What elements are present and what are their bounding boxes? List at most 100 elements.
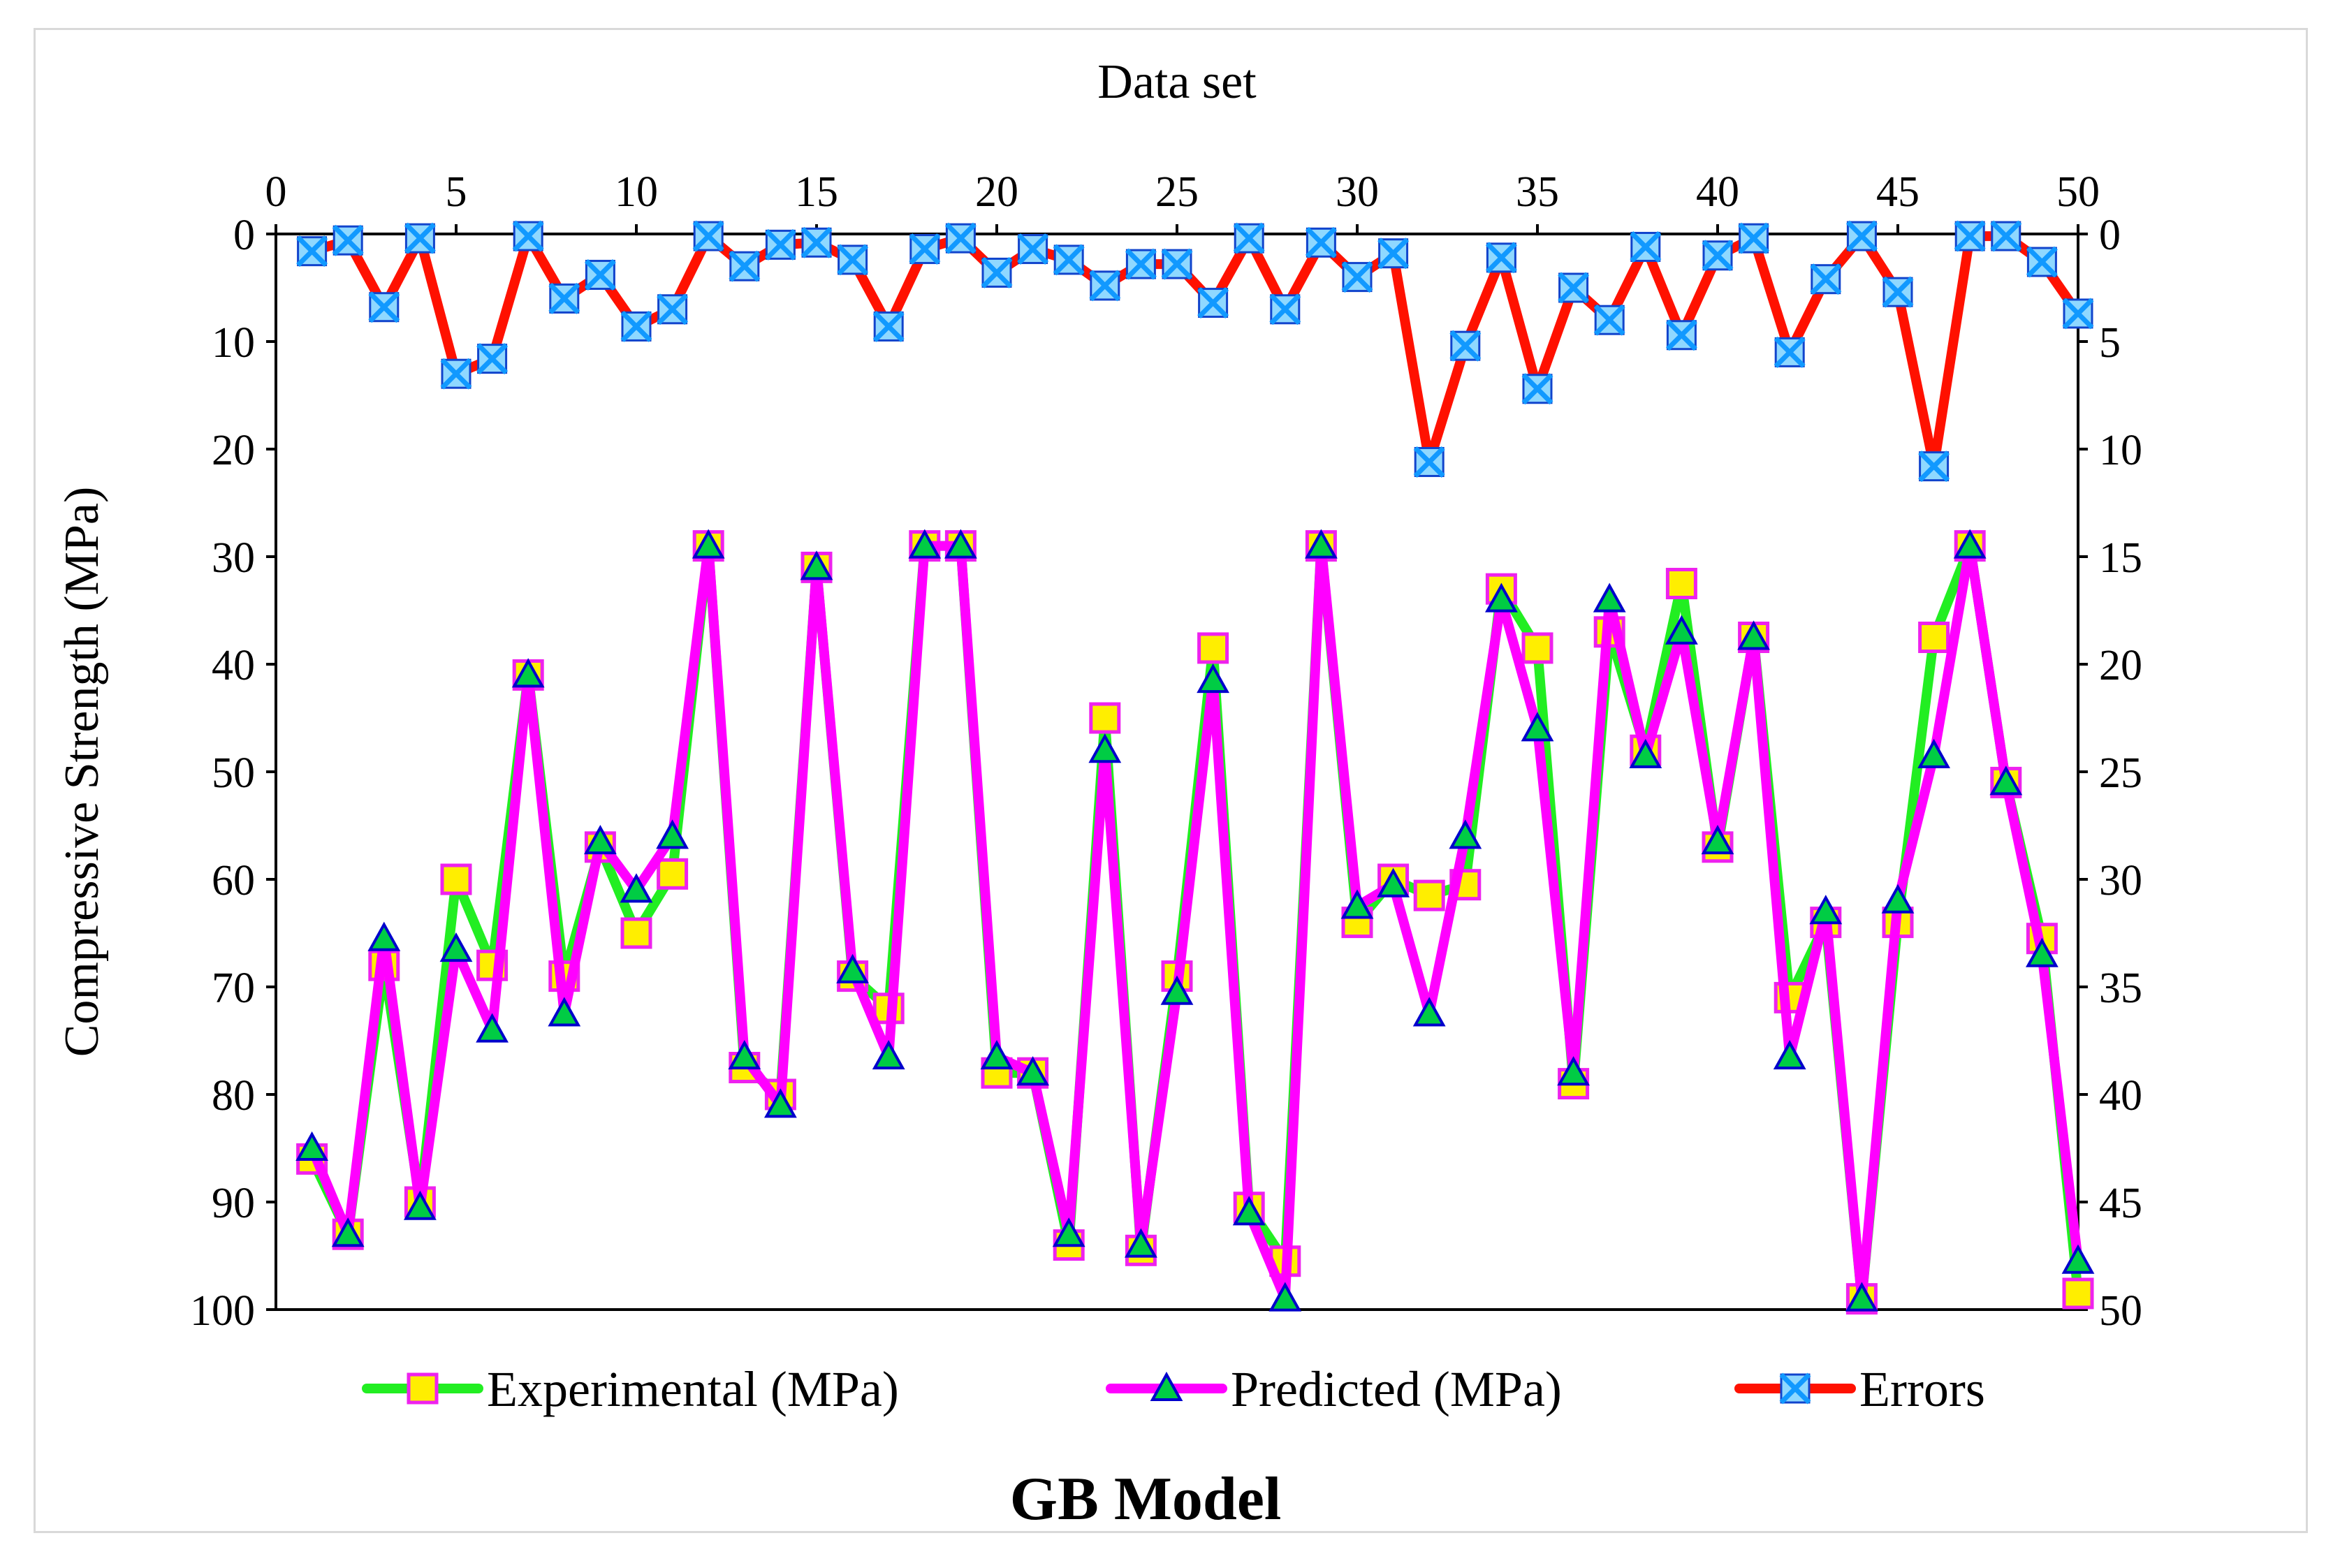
legend-label: Experimental (MPa) [487,1361,899,1417]
data-point [1161,248,1193,280]
x-tick-label: 5 [446,168,467,216]
data-point [944,222,977,254]
data-point [1197,287,1229,319]
data-point [332,224,364,256]
data-point [1738,222,1770,254]
y-right-tick-label: 20 [2099,642,2142,689]
data-point [476,1013,509,1043]
data-point [872,310,905,342]
legend-marker [1779,1372,1811,1405]
data-point [1845,1282,1878,1312]
data-point [1449,330,1482,362]
data-point [368,291,400,323]
data-point [512,220,544,252]
data-point [1125,248,1157,280]
y-left-tick-label: 80 [212,1072,255,1120]
data-point [620,873,653,903]
legend-marker [407,1372,439,1405]
y-left-tick-label: 10 [212,319,255,367]
y-left-tick-label: 90 [212,1180,255,1227]
data-point [657,293,689,325]
y-right-tick-label: 50 [2099,1287,2142,1335]
data-point [1377,237,1410,270]
data-point [296,235,328,268]
data-point [800,226,833,258]
data-point [764,228,796,261]
data-point [295,1131,328,1161]
data-point [1485,582,1518,613]
data-point [1521,373,1553,405]
data-point [2062,298,2094,330]
data-point [1449,819,1482,849]
data-point [1017,233,1049,265]
data-point [692,529,725,559]
y-left-tick-label: 0 [233,212,255,259]
data-point [1918,450,1950,483]
data-point [511,658,545,688]
x-tick-label: 20 [975,168,1018,216]
data-point [1053,244,1085,276]
data-point [728,1039,761,1070]
x-tick-label: 15 [795,168,838,216]
data-point [764,1088,797,1118]
data-point [367,921,401,951]
data-point [1918,622,1950,653]
data-point [440,358,472,390]
y-right-tick-label: 5 [2099,319,2121,367]
data-point [1197,632,1229,664]
data-point [1052,1217,1085,1247]
data-point [584,259,616,291]
data-point [872,1039,905,1070]
data-point [1197,663,1229,694]
data-point [837,244,869,276]
data-point [729,250,761,282]
data-point [1088,733,1122,763]
data-point [1774,336,1806,368]
data-point [548,282,580,314]
legend-entry: Predicted (MPa) [1106,1361,1562,1417]
data-point [1558,272,1590,304]
y-axis-title: Compressive Strength (MPa) [55,487,109,1057]
data-point [1593,582,1626,613]
data-point [1665,615,1698,645]
y-left-tick-label: 50 [212,749,255,797]
series-errors [296,220,2094,483]
y-left-tick-label: 20 [212,427,255,474]
data-point [1773,1039,1806,1070]
data-point [1340,889,1374,919]
data-point [800,550,833,580]
data-point [980,1039,1014,1070]
data-point [909,233,941,265]
data-point [1341,261,1373,293]
data-point [1016,1056,1049,1086]
y-right-tick-label: 25 [2099,749,2142,797]
y-left-tick-label: 60 [212,857,255,904]
data-point [944,529,977,559]
data-point [1089,702,1121,734]
data-point [1954,220,1986,252]
data-point [1268,1282,1302,1312]
x-tick-label: 10 [615,168,658,216]
data-point [1990,220,2022,252]
data-point [331,1217,365,1247]
x-tick-label: 50 [2056,168,2100,216]
y-right-tick-label: 45 [2099,1180,2142,1227]
data-point [2061,1244,2095,1274]
legend-label: Errors [1859,1361,1985,1417]
x-tick-label: 30 [1336,168,1379,216]
x-tick-label: 25 [1155,168,1199,216]
y-right-tick-label: 30 [2099,857,2142,904]
legend-entry: Errors [1734,1361,1985,1417]
data-point [1809,895,1843,925]
data-point [2026,246,2058,278]
right-y-axis: 0 5 10 15 20 25 30 35 40 45 50 [2078,212,2142,1335]
top-x-axis: 0 5 10 15 20 25 30 35 40 45 50 [265,168,2100,234]
y-right-tick-label: 0 [2099,212,2121,259]
data-point [836,953,869,983]
data-point [1269,293,1301,325]
x-tick-label: 40 [1696,168,1739,216]
data-point [1845,220,1878,252]
y-right-tick-label: 40 [2099,1072,2142,1120]
data-point [1485,242,1517,274]
data-point [620,917,652,949]
